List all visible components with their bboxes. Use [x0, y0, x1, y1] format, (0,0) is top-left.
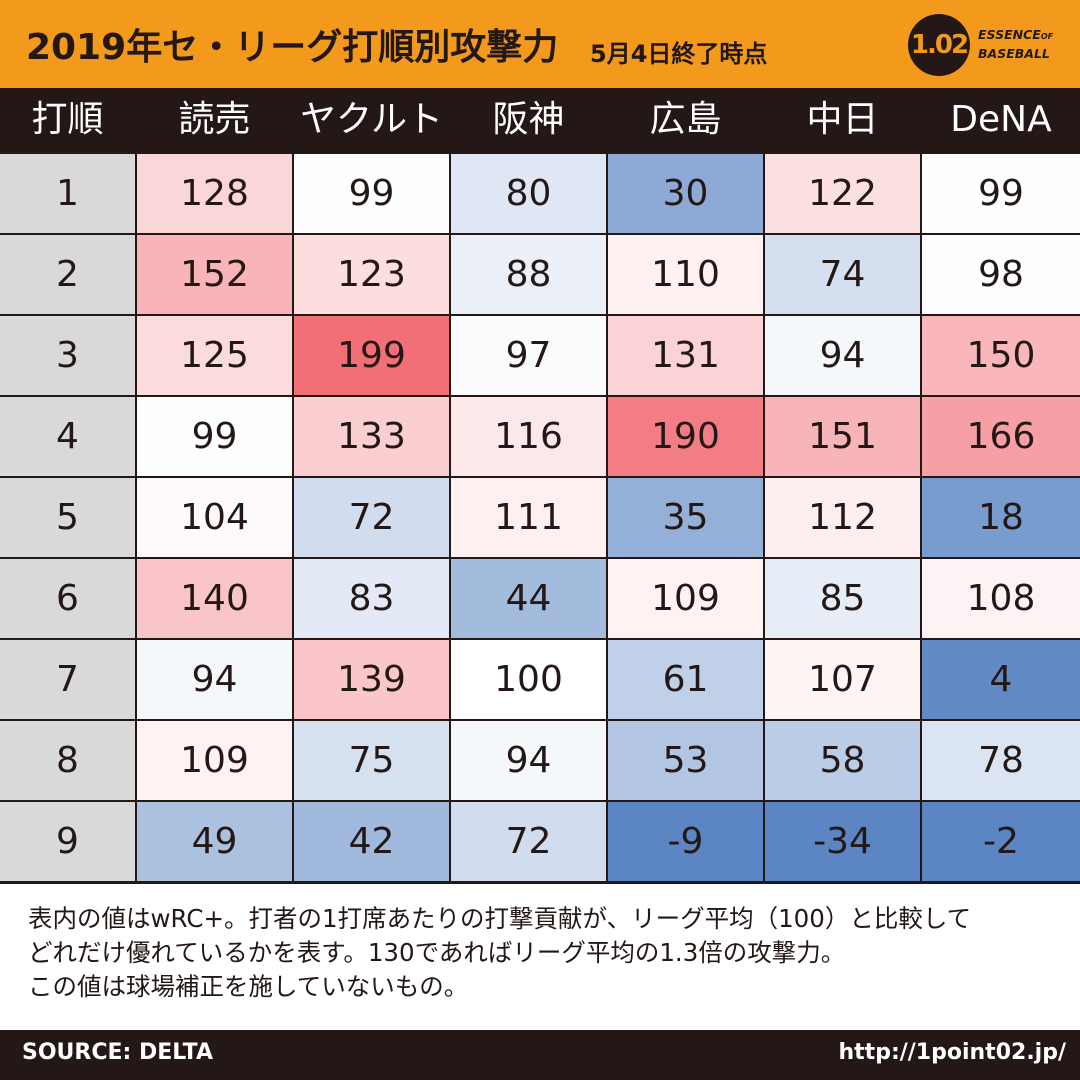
- table-cell-value: 111: [451, 478, 606, 557]
- logo: 1.02 ESSENCEOF BASEBALL: [908, 12, 1068, 78]
- table-cell-value: -2: [922, 802, 1080, 881]
- table-cell-value: 109: [137, 721, 292, 800]
- explanation-note: 表内の値はwRC+。打者の1打席あたりの打撃貢献が、リーグ平均（100）と比較し…: [28, 902, 1068, 1004]
- table-cell-value: 107: [765, 640, 920, 719]
- table-cell-value: 74: [765, 235, 920, 314]
- row-label-order: 9: [0, 802, 135, 881]
- table-cell-value: 97: [451, 316, 606, 395]
- table-cell-value: 42: [294, 802, 449, 881]
- table-cell-value: 123: [294, 235, 449, 314]
- row-label-order: 2: [0, 235, 135, 314]
- logo-line2: BASEBALL: [978, 46, 1050, 61]
- note-line-2: どれだけ優れているかを表す。130であればリーグ平均の1.3倍の攻撃力。: [28, 938, 846, 967]
- note-line-3: この値は球場補正を施していないもの。: [28, 972, 469, 1001]
- table-cell-value: 72: [451, 802, 606, 881]
- table-cell-value: 150: [922, 316, 1080, 395]
- table-cell-value: -9: [608, 802, 763, 881]
- header-bar: 2019年セ・リーグ打順別攻撃力 5月4日終了時点 1.02 ESSENCEOF…: [0, 0, 1080, 88]
- table-cell-value: 152: [137, 235, 292, 314]
- table-header-row: 打順 読売 ヤクルト 阪神 広島 中日 DeNA: [0, 88, 1080, 152]
- table-cell-value: 99: [922, 154, 1080, 233]
- table-cell-value: 18: [922, 478, 1080, 557]
- table-cell-value: 108: [922, 559, 1080, 638]
- column-header-team: DeNA: [950, 99, 1052, 140]
- table-cell-value: 49: [137, 802, 292, 881]
- row-label-order: 3: [0, 316, 135, 395]
- page-subtitle: 5月4日終了時点: [590, 40, 768, 68]
- table-cell-value: 72: [294, 478, 449, 557]
- table-cell-value: 122: [765, 154, 920, 233]
- table-cell-value: 151: [765, 397, 920, 476]
- table-cell-value: 140: [137, 559, 292, 638]
- table-cell-value: 99: [294, 154, 449, 233]
- table-cell-value: 199: [294, 316, 449, 395]
- table-cell-value: 94: [451, 721, 606, 800]
- source-label: SOURCE: DELTA: [22, 1040, 213, 1065]
- table-cell-value: 110: [608, 235, 763, 314]
- table-cell-value: 44: [451, 559, 606, 638]
- column-header-team: 読売: [178, 99, 251, 140]
- column-header-team: 中日: [806, 99, 879, 140]
- logo-line1-small: OF: [1040, 32, 1054, 41]
- table-cell-value: -34: [765, 802, 920, 881]
- table-cell-value: 104: [137, 478, 292, 557]
- row-label-order: 8: [0, 721, 135, 800]
- table-cell-value: 53: [608, 721, 763, 800]
- table-cell-value: 88: [451, 235, 606, 314]
- column-header-team: ヤクルト: [300, 99, 443, 140]
- table-cell-value: 94: [765, 316, 920, 395]
- row-label-order: 6: [0, 559, 135, 638]
- table-cell-value: 99: [137, 397, 292, 476]
- logo-text: ESSENCEOF BASEBALL: [978, 26, 1070, 62]
- table-cell-value: 131: [608, 316, 763, 395]
- table-cell-value: 85: [765, 559, 920, 638]
- table-cell-value: 61: [608, 640, 763, 719]
- table-cell-value: 109: [608, 559, 763, 638]
- table-cell-value: 4: [922, 640, 1080, 719]
- logo-line1: ESSENCE: [978, 27, 1041, 42]
- table-cell-value: 75: [294, 721, 449, 800]
- table-cell-value: 116: [451, 397, 606, 476]
- table-cell-value: 80: [451, 154, 606, 233]
- table-cell-value: 125: [137, 316, 292, 395]
- logo-badge: 1.02: [908, 14, 970, 76]
- table-cell-value: 190: [608, 397, 763, 476]
- table-cell-value: 133: [294, 397, 449, 476]
- table-cell-value: 35: [608, 478, 763, 557]
- table-cell-value: 30: [608, 154, 763, 233]
- table-cell-value: 128: [137, 154, 292, 233]
- row-label-order: 1: [0, 154, 135, 233]
- table-cell-value: 166: [922, 397, 1080, 476]
- note-line-1: 表内の値はwRC+。打者の1打席あたりの打撃貢献が、リーグ平均（100）と比較し…: [28, 904, 972, 933]
- table-cell-value: 139: [294, 640, 449, 719]
- table-cell-value: 112: [765, 478, 920, 557]
- site-url[interactable]: http://1point02.jp/: [838, 1040, 1067, 1065]
- table-cell-value: 98: [922, 235, 1080, 314]
- table-cell-value: 100: [451, 640, 606, 719]
- row-label-order: 5: [0, 478, 135, 557]
- page-title: 2019年セ・リーグ打順別攻撃力: [26, 27, 559, 68]
- table-cell-value: 58: [765, 721, 920, 800]
- footer-bar: SOURCE: DELTA http://1point02.jp/: [0, 1030, 1080, 1080]
- table-cell-value: 78: [922, 721, 1080, 800]
- row-label-order: 7: [0, 640, 135, 719]
- table-cell-value: 83: [294, 559, 449, 638]
- row-label-order: 4: [0, 397, 135, 476]
- column-header-team: 阪神: [492, 99, 565, 140]
- data-table: 打順 読売 ヤクルト 阪神 広島 中日 DeNA 1 128 99 80 30 122 99 2 152 12…: [0, 88, 1080, 884]
- column-header-team: 広島: [649, 99, 722, 140]
- table-cell-value: 94: [137, 640, 292, 719]
- column-header-order: 打順: [31, 99, 104, 140]
